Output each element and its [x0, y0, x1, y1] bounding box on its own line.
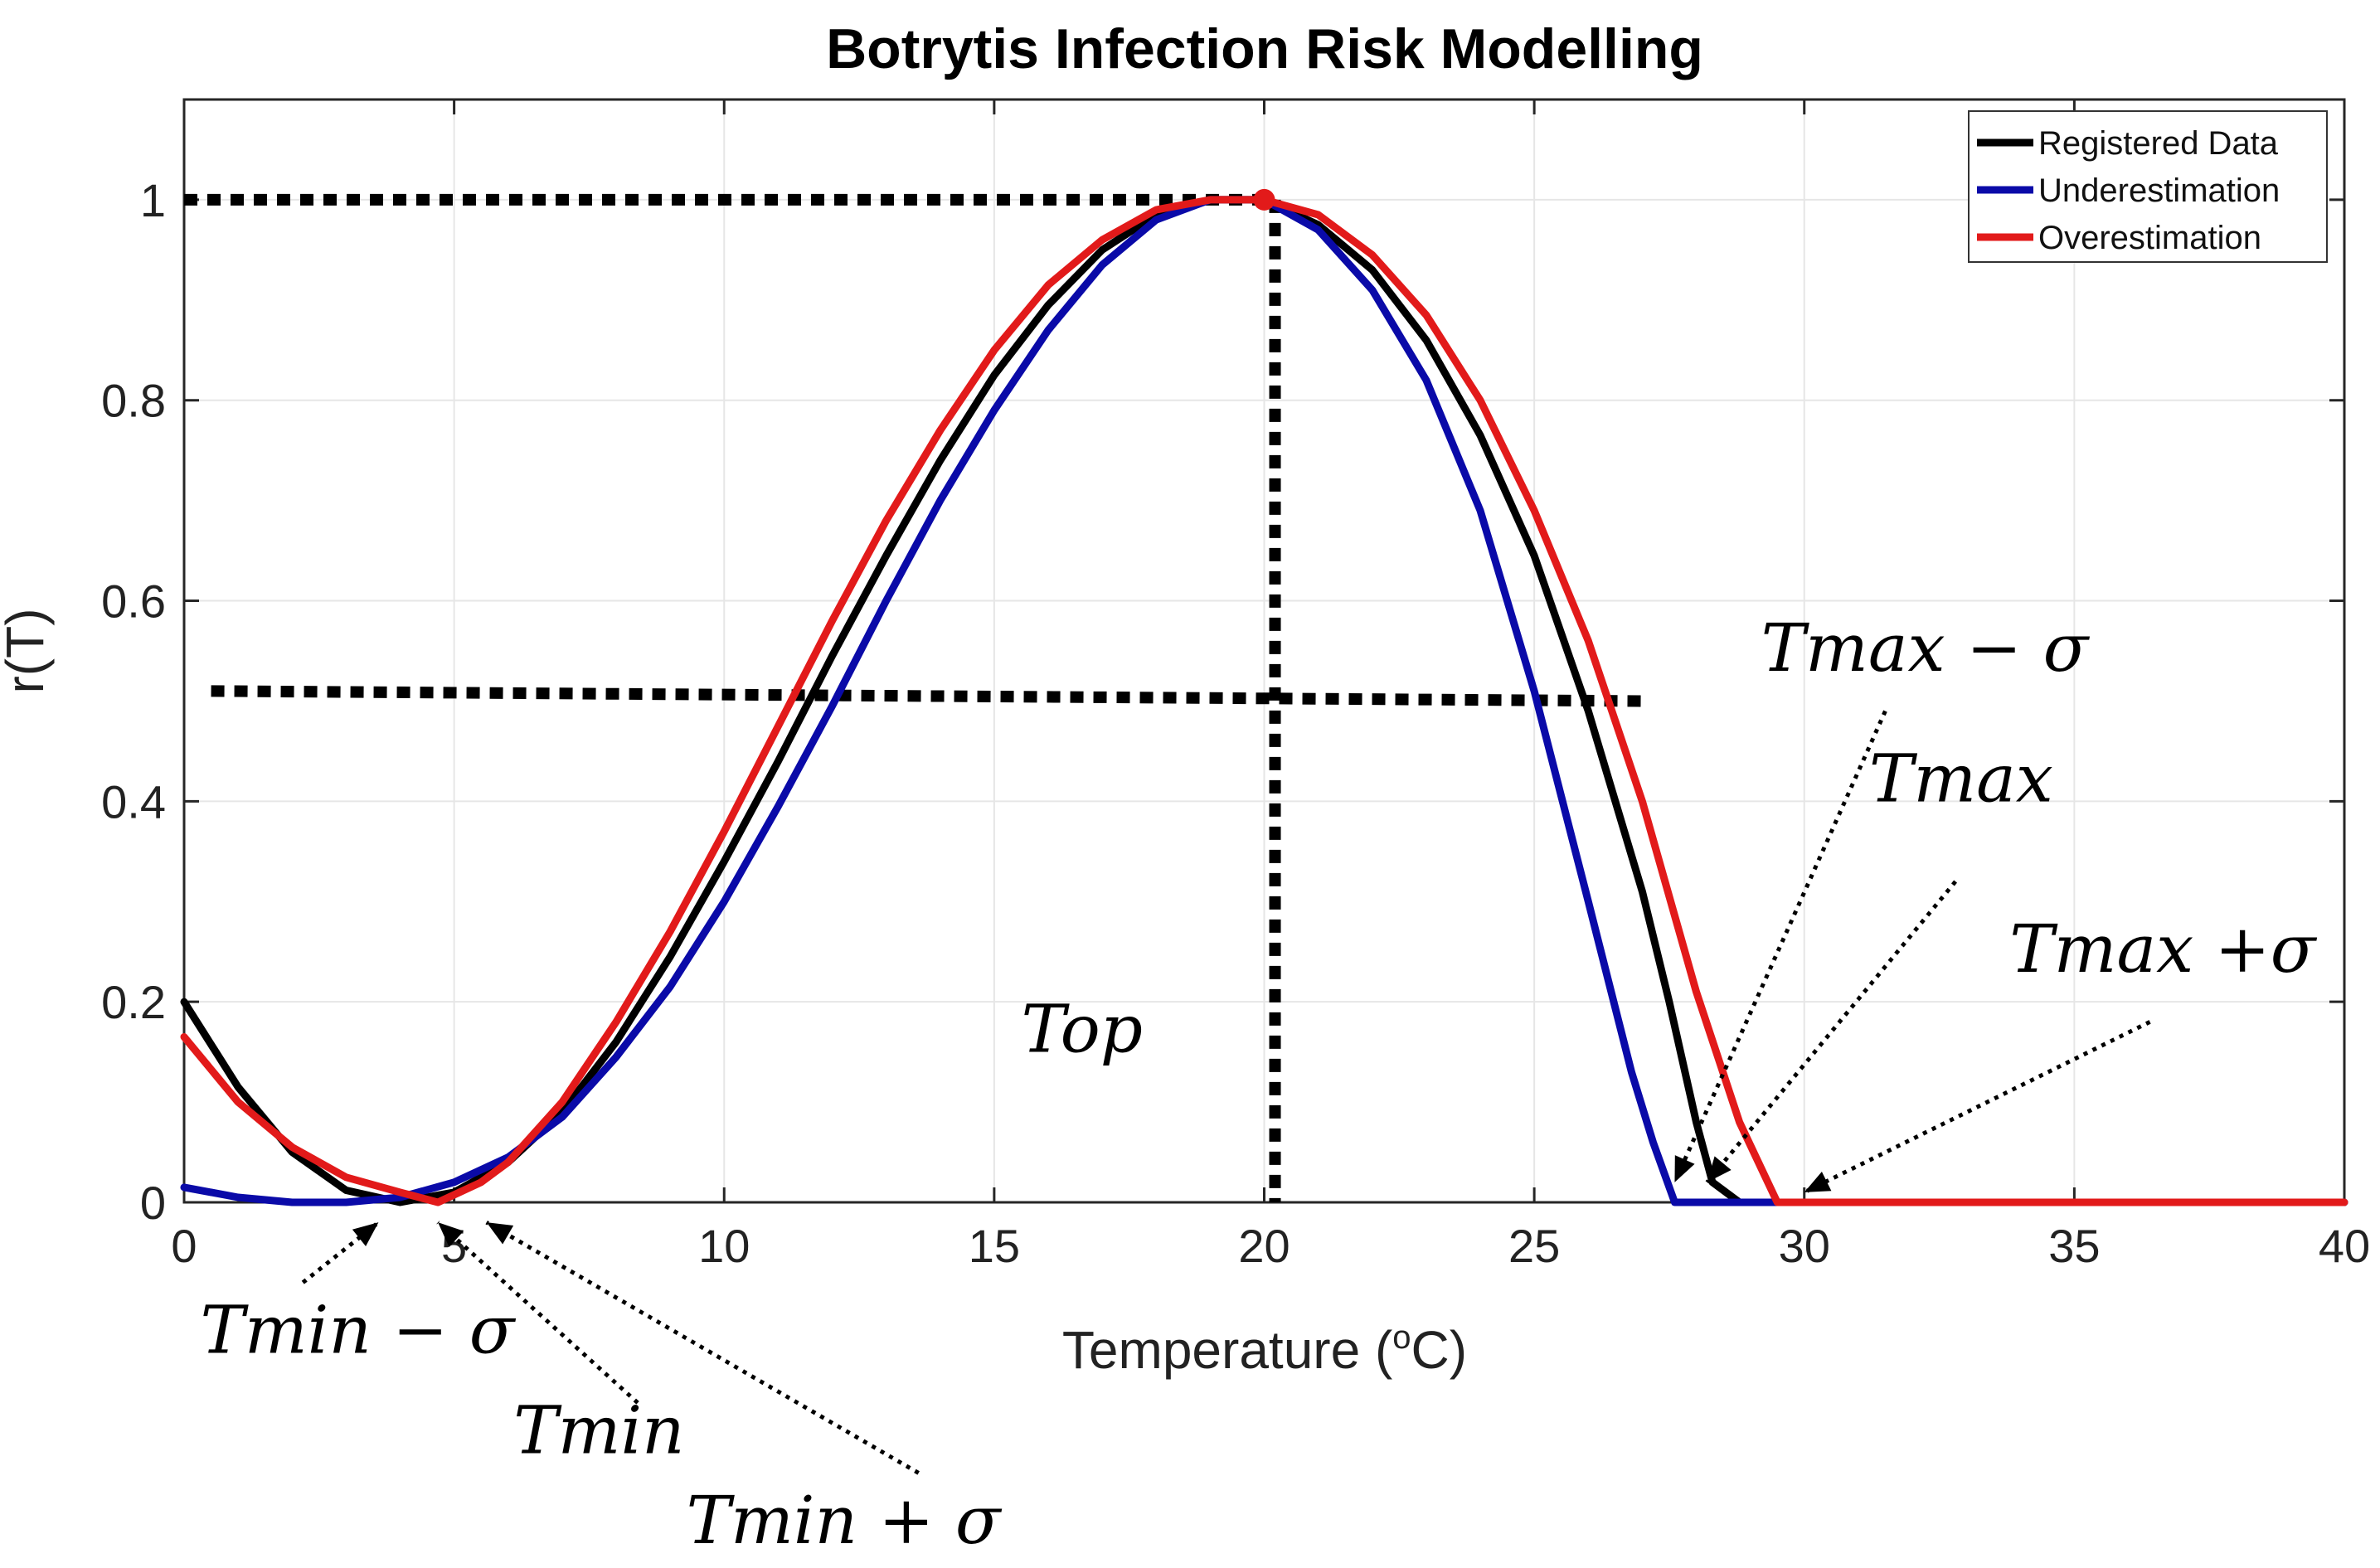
series-lines	[180, 196, 2348, 1206]
grid	[184, 100, 2344, 1202]
x-tick-label: 20	[1238, 1220, 1290, 1272]
annotation-arrow-head	[352, 1222, 379, 1247]
y-tick-labels: 0 0.2 0.4 0.6 0.8 1	[101, 174, 166, 1229]
x-tick-labels: 0 5 10 15 20 25 30 35 40	[171, 1220, 2370, 1272]
x-axis-label-superscript: o	[1392, 1319, 1411, 1356]
x-tick-label: 10	[698, 1220, 750, 1272]
annotation-arrow-head	[438, 1222, 464, 1247]
annotation-arrow-head	[1707, 1156, 1732, 1182]
series-line-underestimation	[180, 196, 2348, 1206]
annotation-label: Tmax − σ	[1761, 609, 2091, 687]
y-tick-label: 0.4	[101, 775, 166, 828]
legend-label: Underestimation	[2038, 172, 2280, 209]
x-tick-label: 15	[969, 1220, 1020, 1272]
y-tick-label: 0.8	[101, 375, 166, 427]
x-axis-label-end: C)	[1411, 1320, 1468, 1380]
x-tick-label: 30	[1779, 1220, 1830, 1272]
x-tick-label: 25	[1508, 1220, 1560, 1272]
reference-lines	[184, 193, 1643, 1202]
reference-dotted-line	[211, 685, 1643, 707]
annotation-label: Tmax	[1869, 740, 2053, 817]
y-tick-label: 0.6	[101, 575, 166, 628]
annotation-arrows	[301, 710, 2151, 1475]
annotation-label: Tmin + σ	[687, 1482, 1003, 1559]
y-axis-label: r(T)	[0, 608, 55, 693]
x-tick-label: 0	[171, 1220, 197, 1272]
annotation-label: Top	[1021, 991, 1143, 1068]
annotation-arrow-line	[1673, 710, 1887, 1183]
legend: Registered Data Underestimation Overestima…	[1968, 110, 2328, 263]
annotation-arrow-head	[1804, 1171, 1832, 1192]
x-tick-label: 40	[2319, 1220, 2370, 1272]
y-tick-label: 0.2	[101, 976, 166, 1028]
annotation-label: Tmax +σ	[2009, 910, 2317, 988]
annotation-arrow-line	[485, 1221, 920, 1475]
markers	[1253, 188, 1275, 211]
annotation-arrow-head	[486, 1222, 514, 1245]
annotation-label: Tmin − σ	[201, 1291, 517, 1368]
x-axis-label: Temperature (oC)	[1062, 1319, 1467, 1380]
peak-marker	[1253, 188, 1275, 211]
legend-label: Overestimation	[2038, 220, 2261, 256]
series-line-registered-data	[180, 196, 2348, 1206]
legend-label: Registered Data	[2038, 125, 2279, 162]
annotation-label: Tmin	[513, 1391, 684, 1468]
annotation-arrow-line	[1803, 1020, 2151, 1195]
series-line-overestimation	[180, 196, 2348, 1206]
annotation-arrow-head	[1674, 1155, 1695, 1182]
y-tick-label: 1	[140, 174, 166, 226]
x-tick-label: 35	[2048, 1220, 2100, 1272]
x-axis-label-main: Temperature (	[1062, 1320, 1392, 1380]
chart-title: Botrytis Infection Risk Modelling	[826, 17, 1703, 80]
y-tick-label: 0	[140, 1177, 166, 1229]
